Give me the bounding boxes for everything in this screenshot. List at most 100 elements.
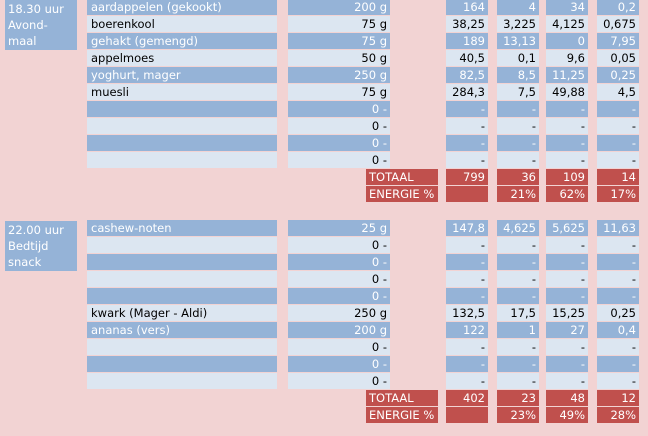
food-name-cell[interactable]: kwark (Mager - Aldi) [87, 305, 277, 321]
carbs-cell[interactable]: - [546, 135, 588, 151]
totaal-kcal-cell[interactable]: 402 [446, 390, 488, 406]
fat-cell[interactable]: 0,675 [597, 16, 639, 32]
food-name-cell[interactable] [87, 237, 277, 253]
food-name-cell[interactable]: cashew-noten [87, 220, 277, 236]
energy-percent-label[interactable]: ENERGIE % [366, 407, 438, 423]
amount-cell[interactable]: 0 - [288, 118, 390, 134]
totaal-protein-cell[interactable]: 23 [497, 390, 539, 406]
total-label[interactable]: TOTAAL [366, 169, 438, 185]
totaal-kcal-cell[interactable]: 799 [446, 169, 488, 185]
carbs-cell[interactable]: 4,125 [546, 16, 588, 32]
amount-cell[interactable]: 0 - [288, 152, 390, 168]
carbs-cell[interactable]: - [546, 339, 588, 355]
fat-cell[interactable]: - [597, 101, 639, 117]
fat-cell[interactable]: 0,05 [597, 50, 639, 66]
kcal-cell[interactable]: 40,5 [446, 50, 488, 66]
kcal-cell[interactable]: - [446, 339, 488, 355]
kcal-cell[interactable]: 132,5 [446, 305, 488, 321]
food-name-cell[interactable]: muesli [87, 84, 277, 100]
amount-cell[interactable]: 0 - [288, 339, 390, 355]
kcal-cell[interactable]: - [446, 373, 488, 389]
fat-cell[interactable]: 0,2 [597, 0, 639, 15]
amount-cell[interactable]: 0 - [288, 135, 390, 151]
fat-cell[interactable]: - [597, 373, 639, 389]
totaal-carbs-cell[interactable]: 48 [546, 390, 588, 406]
energie-fat-cell[interactable]: 17% [597, 186, 639, 202]
food-name-cell[interactable] [87, 288, 277, 304]
protein-cell[interactable]: 3,225 [497, 16, 539, 32]
kcal-cell[interactable]: 38,25 [446, 16, 488, 32]
energie-protein-cell[interactable]: 23% [497, 407, 539, 423]
carbs-cell[interactable]: 11,25 [546, 67, 588, 83]
carbs-cell[interactable]: 9,6 [546, 50, 588, 66]
carbs-cell[interactable]: - [546, 254, 588, 270]
food-name-cell[interactable] [87, 339, 277, 355]
kcal-cell[interactable]: - [446, 135, 488, 151]
amount-cell[interactable]: 50 g [288, 50, 390, 66]
amount-cell[interactable]: 0 - [288, 254, 390, 270]
fat-cell[interactable]: - [597, 339, 639, 355]
kcal-cell[interactable]: - [446, 101, 488, 117]
kcal-cell[interactable]: - [446, 356, 488, 372]
protein-cell[interactable]: - [497, 101, 539, 117]
amount-cell[interactable]: 0 - [288, 101, 390, 117]
kcal-cell[interactable]: - [446, 237, 488, 253]
amount-cell[interactable]: 0 - [288, 237, 390, 253]
amount-cell[interactable]: 0 - [288, 356, 390, 372]
totaal-fat-cell[interactable]: 14 [597, 169, 639, 185]
fat-cell[interactable]: - [597, 254, 639, 270]
fat-cell[interactable]: 0,4 [597, 322, 639, 338]
energie-kcal-cell[interactable] [446, 407, 488, 423]
food-name-cell[interactable] [87, 135, 277, 151]
kcal-cell[interactable]: - [446, 288, 488, 304]
carbs-cell[interactable]: 27 [546, 322, 588, 338]
kcal-cell[interactable]: 164 [446, 0, 488, 15]
fat-cell[interactable]: 7,95 [597, 33, 639, 49]
carbs-cell[interactable]: - [546, 101, 588, 117]
carbs-cell[interactable]: 0 [546, 33, 588, 49]
meal-label[interactable]: 22.00 uur Bedtijd snack [5, 221, 77, 271]
protein-cell[interactable]: - [497, 356, 539, 372]
amount-cell[interactable]: 75 g [288, 33, 390, 49]
food-name-cell[interactable] [87, 101, 277, 117]
kcal-cell[interactable]: 122 [446, 322, 488, 338]
kcal-cell[interactable]: - [446, 254, 488, 270]
carbs-cell[interactable]: - [546, 373, 588, 389]
fat-cell[interactable]: - [597, 237, 639, 253]
energie-fat-cell[interactable]: 28% [597, 407, 639, 423]
totaal-carbs-cell[interactable]: 109 [546, 169, 588, 185]
food-name-cell[interactable] [87, 373, 277, 389]
carbs-cell[interactable]: - [546, 356, 588, 372]
fat-cell[interactable]: 11,63 [597, 220, 639, 236]
protein-cell[interactable]: - [497, 254, 539, 270]
carbs-cell[interactable]: 15,25 [546, 305, 588, 321]
protein-cell[interactable]: - [497, 288, 539, 304]
energie-protein-cell[interactable]: 21% [497, 186, 539, 202]
carbs-cell[interactable]: - [546, 271, 588, 287]
kcal-cell[interactable]: - [446, 152, 488, 168]
carbs-cell[interactable]: 34 [546, 0, 588, 15]
food-name-cell[interactable]: yoghurt, mager [87, 67, 277, 83]
energie-carbs-cell[interactable]: 62% [546, 186, 588, 202]
fat-cell[interactable]: - [597, 271, 639, 287]
amount-cell[interactable]: 0 - [288, 271, 390, 287]
amount-cell[interactable]: 75 g [288, 84, 390, 100]
fat-cell[interactable]: - [597, 152, 639, 168]
energy-percent-label[interactable]: ENERGIE % [366, 186, 438, 202]
fat-cell[interactable]: 0,25 [597, 305, 639, 321]
food-name-cell[interactable] [87, 118, 277, 134]
protein-cell[interactable]: 1 [497, 322, 539, 338]
kcal-cell[interactable]: 147,8 [446, 220, 488, 236]
kcal-cell[interactable]: 189 [446, 33, 488, 49]
protein-cell[interactable]: 4,625 [497, 220, 539, 236]
food-name-cell[interactable]: gehakt (gemengd) [87, 33, 277, 49]
protein-cell[interactable]: 4 [497, 0, 539, 15]
amount-cell[interactable]: 250 g [288, 305, 390, 321]
totaal-protein-cell[interactable]: 36 [497, 169, 539, 185]
amount-cell[interactable]: 0 - [288, 373, 390, 389]
energie-kcal-cell[interactable] [446, 186, 488, 202]
protein-cell[interactable]: - [497, 118, 539, 134]
amount-cell[interactable]: 200 g [288, 322, 390, 338]
food-name-cell[interactable]: aardappelen (gekookt) [87, 0, 277, 15]
carbs-cell[interactable]: - [546, 118, 588, 134]
